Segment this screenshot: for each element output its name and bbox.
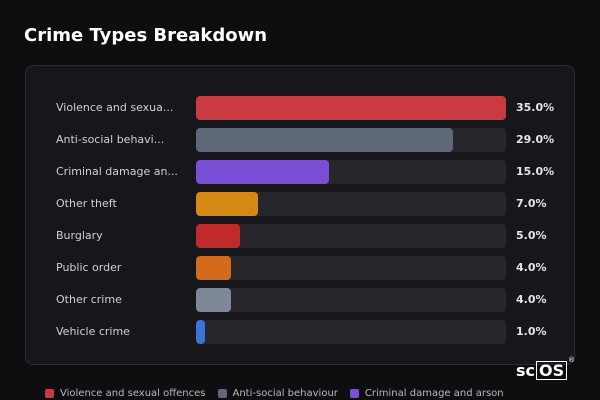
- bar-row: Burglary 5.0%: [26, 224, 576, 248]
- bar-row: Anti-social behavi... 29.0%: [26, 128, 576, 152]
- bar-row: Other crime 4.0%: [26, 288, 576, 312]
- bar-value-label: 15.0%: [516, 165, 555, 178]
- bar-value-label: 1.0%: [516, 325, 547, 338]
- legend-swatch: [217, 389, 227, 398]
- bar-value-label: 29.0%: [516, 133, 555, 146]
- legend-label: Anti-social behaviour: [232, 388, 338, 399]
- bar-track: [196, 160, 506, 184]
- bar-row: Criminal damage an... 15.0%: [26, 160, 576, 184]
- brand-text-boxed: OS: [536, 360, 568, 380]
- legend-item: Violence and sexual offences: [45, 388, 206, 399]
- registered-mark-icon: ®: [568, 356, 575, 364]
- bar: [196, 256, 231, 280]
- bar-row: Violence and sexua... 35.0%: [26, 96, 576, 120]
- bar-track: [196, 256, 506, 280]
- bar-category-label: Public order: [56, 261, 122, 274]
- bar-value-label: 4.0%: [516, 293, 547, 306]
- bar-category-label: Other crime: [56, 293, 122, 306]
- legend-label: Criminal damage and arson: [364, 388, 504, 399]
- bar-value-label: 7.0%: [516, 197, 547, 210]
- bar-category-label: Criminal damage an...: [56, 165, 178, 178]
- legend-label: Violence and sexual offences: [60, 388, 206, 399]
- legend-swatch: [45, 389, 54, 398]
- bar: [196, 288, 231, 312]
- bar-track: [196, 192, 506, 216]
- bar-row: Public order 4.0%: [26, 256, 576, 280]
- bar-track: [196, 96, 506, 120]
- bar-track: [196, 288, 506, 312]
- bar-value-label: 5.0%: [516, 229, 547, 242]
- bar-category-label: Violence and sexua...: [56, 101, 174, 114]
- bar: [196, 96, 506, 120]
- brand-logo: sc OS: [516, 359, 568, 381]
- bar-row: Vehicle crime 1.0%: [26, 320, 576, 344]
- bar-category-label: Burglary: [56, 229, 103, 242]
- bar-track: [196, 320, 506, 344]
- bar: [196, 160, 329, 184]
- bar-track: [196, 128, 506, 152]
- bar-value-label: 4.0%: [516, 261, 547, 274]
- legend-item: Anti-social behaviour: [217, 388, 338, 399]
- chart-panel: Violence and sexua... 35.0% Anti-social be…: [25, 65, 575, 365]
- legend-swatch: [349, 389, 359, 398]
- brand-text: sc: [516, 360, 536, 380]
- chart-legend: Violence and sexual offences Anti-social …: [45, 387, 516, 400]
- chart-title: Crime Types Breakdown: [24, 25, 268, 46]
- bar-value-label: 35.0%: [516, 101, 555, 114]
- bar: [196, 320, 205, 344]
- bar: [196, 128, 453, 152]
- bar: [196, 224, 240, 248]
- bar-row: Other theft 7.0%: [26, 192, 576, 216]
- bar-category-label: Other theft: [56, 197, 117, 210]
- bar: [196, 192, 258, 216]
- legend-item: Criminal damage and arson: [349, 388, 504, 399]
- bar-track: [196, 224, 506, 248]
- bar-category-label: Anti-social behavi...: [56, 133, 165, 146]
- bar-category-label: Vehicle crime: [56, 325, 130, 338]
